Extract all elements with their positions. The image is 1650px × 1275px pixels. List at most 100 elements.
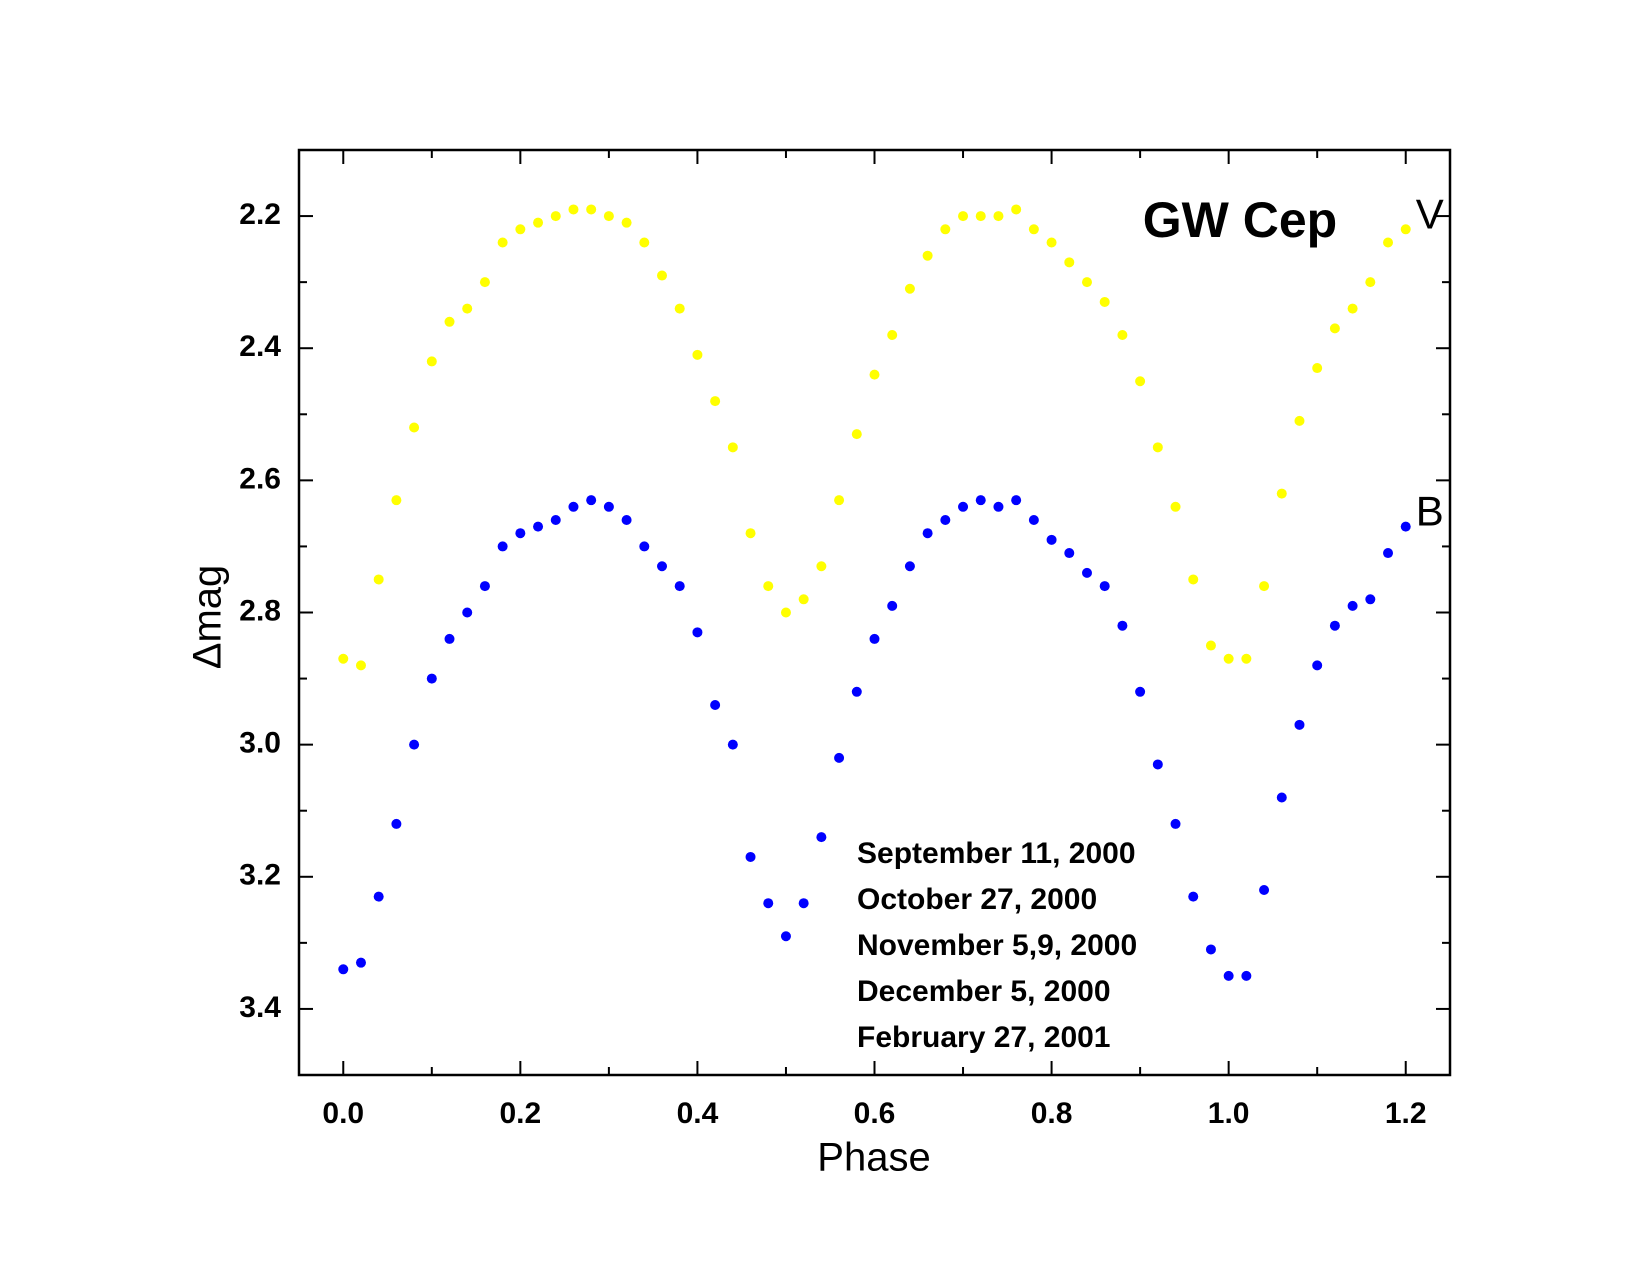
x-tick-label: 1.2 <box>1385 1097 1427 1130</box>
data-point <box>834 495 845 506</box>
data-point <box>816 832 827 843</box>
data-point <box>1383 548 1394 559</box>
data-point <box>1276 792 1287 803</box>
annotation: October 27, 2000 <box>857 883 1097 916</box>
data-point <box>834 752 845 763</box>
data-point <box>745 528 756 539</box>
data-point <box>1117 330 1128 340</box>
data-point <box>550 515 561 525</box>
data-point <box>993 501 1004 512</box>
data-point <box>444 633 455 644</box>
data-point <box>851 429 862 440</box>
data-point <box>727 739 738 750</box>
data-point <box>887 330 898 340</box>
data-point <box>479 581 490 592</box>
data-point <box>657 270 668 281</box>
data-point <box>904 283 915 294</box>
data-point <box>1064 548 1075 559</box>
data-point <box>869 633 880 644</box>
data-point <box>515 224 526 235</box>
data-point <box>639 541 650 552</box>
data-point <box>1312 660 1323 671</box>
data-point <box>1259 885 1270 895</box>
data-point <box>1223 970 1234 981</box>
data-point <box>391 495 402 506</box>
annotation: September 11, 2000 <box>857 837 1136 870</box>
data-point <box>1347 600 1358 611</box>
data-point <box>1312 363 1323 374</box>
x-tick-label: 0.0 <box>322 1097 364 1130</box>
data-point <box>568 204 579 215</box>
series-label: V <box>1416 190 1444 237</box>
data-point <box>1152 442 1163 453</box>
data-point <box>975 211 986 222</box>
y-tick-label: 2.8 <box>239 594 281 627</box>
data-point <box>922 250 933 261</box>
data-point <box>1383 237 1394 248</box>
data-point <box>586 204 597 215</box>
data-point <box>391 818 402 829</box>
data-point <box>603 501 614 512</box>
data-point <box>462 303 473 314</box>
y-tick-label: 3.2 <box>239 859 281 892</box>
data-point <box>1135 686 1146 697</box>
data-point <box>409 739 420 750</box>
data-point <box>692 627 703 638</box>
data-point <box>1099 296 1110 307</box>
y-tick-label: 3.0 <box>239 727 281 760</box>
data-point <box>1205 640 1216 651</box>
data-point <box>639 237 650 248</box>
data-point <box>780 931 791 942</box>
annotation: November 5,9, 2000 <box>857 929 1137 962</box>
data-point <box>1011 495 1022 506</box>
data-point <box>674 303 685 314</box>
data-point <box>479 277 490 288</box>
data-point <box>798 898 809 909</box>
data-point <box>958 211 969 222</box>
y-tick-label: 2.2 <box>239 198 281 231</box>
data-point <box>780 607 791 618</box>
data-point <box>515 528 526 539</box>
data-point <box>1329 620 1340 631</box>
data-point <box>1046 237 1057 248</box>
data-point <box>958 501 969 512</box>
data-point <box>338 964 349 975</box>
chart-title: GW Cep <box>1143 192 1337 248</box>
data-point <box>940 224 951 235</box>
data-point <box>922 528 933 539</box>
x-tick-label: 1.0 <box>1208 1097 1250 1130</box>
data-point <box>373 574 384 585</box>
data-point <box>355 660 366 671</box>
data-point <box>798 594 809 605</box>
data-point <box>426 356 437 367</box>
data-point <box>745 851 756 862</box>
data-point <box>869 369 880 380</box>
data-point <box>444 316 455 327</box>
data-point <box>887 600 898 611</box>
data-point <box>1294 719 1305 730</box>
data-point <box>1028 515 1039 525</box>
data-point <box>1081 277 1092 288</box>
data-point <box>586 495 597 506</box>
data-point <box>993 211 1004 222</box>
data-point <box>763 581 774 592</box>
data-point <box>1329 323 1340 334</box>
data-point <box>727 442 738 453</box>
data-point <box>1028 224 1039 235</box>
series-label: B <box>1416 488 1444 535</box>
data-point <box>1081 567 1092 578</box>
data-point <box>710 700 721 710</box>
data-point <box>1400 521 1411 532</box>
x-axis-label: Phase <box>817 1136 930 1180</box>
data-point <box>763 898 774 909</box>
data-point <box>1347 303 1358 314</box>
y-axis-label: Δmag <box>186 565 230 670</box>
data-point <box>1064 257 1075 268</box>
data-point <box>1170 501 1181 512</box>
data-point <box>1276 488 1287 499</box>
x-tick-label: 0.2 <box>499 1097 541 1130</box>
data-point <box>338 653 349 664</box>
x-tick-label: 0.8 <box>1031 1097 1073 1130</box>
x-tick-label: 0.4 <box>677 1097 719 1130</box>
